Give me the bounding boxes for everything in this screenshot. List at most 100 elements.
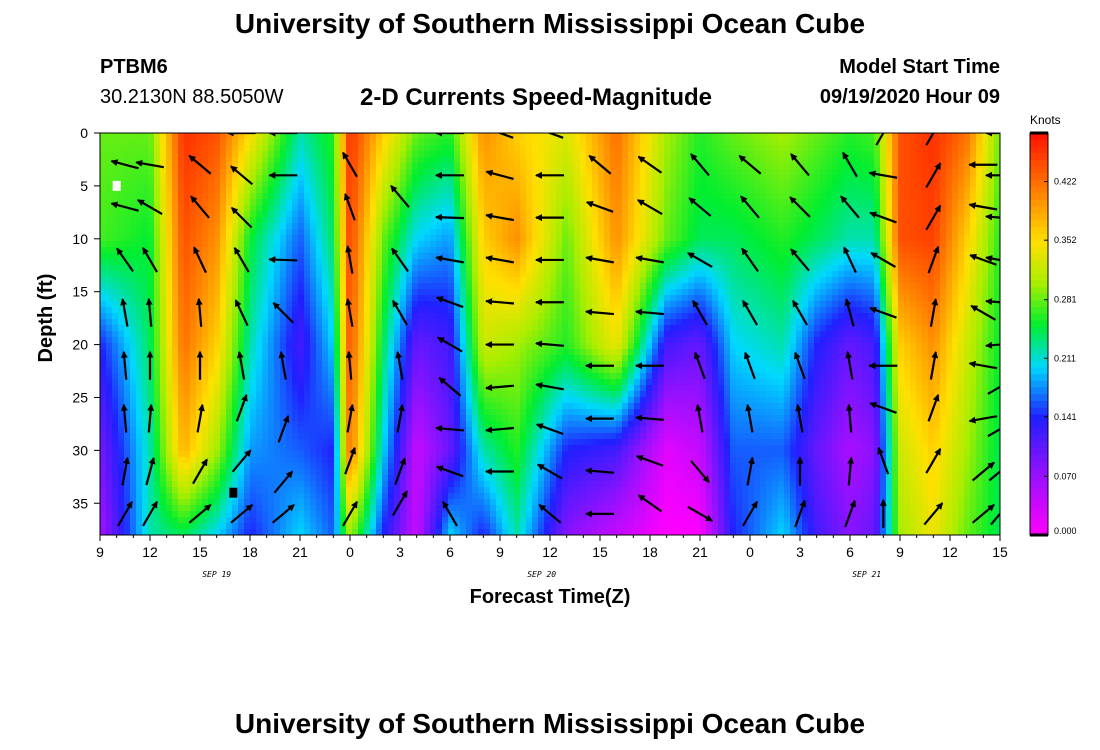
heatmap-cell	[184, 397, 191, 404]
heatmap-cell	[274, 229, 281, 236]
heatmap-cell	[352, 325, 359, 332]
heatmap-cell	[130, 229, 137, 236]
heatmap-cell	[160, 307, 167, 314]
heatmap-cell	[430, 457, 437, 464]
heatmap-cell	[310, 445, 317, 452]
heatmap-cell	[532, 193, 539, 200]
heatmap-cell	[262, 235, 269, 242]
heatmap-cell	[262, 343, 269, 350]
heatmap-cell	[364, 355, 371, 362]
heatmap-cell	[490, 307, 497, 314]
heatmap-cell	[322, 355, 329, 362]
heatmap-cell	[346, 283, 353, 290]
heatmap-cell	[520, 133, 527, 140]
heatmap-cell	[166, 349, 173, 356]
heatmap-cell	[226, 487, 233, 494]
heatmap-cell	[196, 151, 203, 158]
heatmap-cell	[148, 439, 155, 446]
heatmap-cell	[214, 283, 221, 290]
heatmap-cell	[472, 133, 479, 140]
heatmap-cell	[298, 505, 305, 512]
heatmap-cell	[346, 289, 353, 296]
heatmap-cell	[502, 253, 509, 260]
heatmap-cell	[454, 169, 461, 176]
heatmap-cell	[106, 307, 113, 314]
heatmap-cell	[340, 397, 347, 404]
heatmap-cell	[262, 325, 269, 332]
heatmap-cell	[226, 253, 233, 260]
heatmap-cell	[118, 427, 125, 434]
heatmap-cell	[286, 235, 293, 242]
heatmap-cell	[208, 205, 215, 212]
heatmap-cell	[460, 265, 467, 272]
heatmap-cell	[220, 325, 227, 332]
heatmap-cell	[400, 445, 407, 452]
heatmap-cell	[184, 385, 191, 392]
heatmap-cell	[346, 445, 353, 452]
heatmap-cell	[544, 157, 551, 164]
heatmap-cell	[316, 361, 323, 368]
heatmap-cell	[502, 385, 509, 392]
heatmap-cell	[142, 241, 149, 248]
heatmap-cell	[490, 415, 497, 422]
heatmap-cell	[178, 313, 185, 320]
heatmap-cell	[292, 337, 299, 344]
heatmap-cell	[322, 169, 329, 176]
heatmap-cell	[244, 469, 251, 476]
heatmap-cell	[430, 451, 437, 458]
heatmap-cell	[358, 463, 365, 470]
heatmap-cell	[544, 313, 551, 320]
heatmap-cell	[418, 505, 425, 512]
heatmap-cell	[106, 493, 113, 500]
heatmap-cell	[448, 259, 455, 266]
heatmap-cell	[250, 283, 257, 290]
heatmap-cell	[334, 337, 341, 344]
heatmap-cell	[184, 163, 191, 170]
heatmap-cell	[124, 277, 131, 284]
heatmap-cell	[376, 217, 383, 224]
heatmap-cell	[484, 451, 491, 458]
heatmap-cell	[334, 313, 341, 320]
heatmap-cell	[466, 223, 473, 230]
heatmap-cell	[178, 433, 185, 440]
heatmap-cell	[310, 385, 317, 392]
heatmap-cell	[274, 253, 281, 260]
heatmap-cell	[376, 199, 383, 206]
heatmap-cell	[508, 169, 515, 176]
heatmap-cell	[166, 427, 173, 434]
heatmap-cell	[142, 343, 149, 350]
heatmap-cell	[460, 451, 467, 458]
heatmap-cell	[142, 319, 149, 326]
heatmap-cell	[184, 145, 191, 152]
heatmap-cell	[124, 169, 131, 176]
heatmap-cell	[280, 199, 287, 206]
heatmap-cell	[340, 499, 347, 506]
heatmap-cell	[172, 487, 179, 494]
heatmap-cell	[178, 481, 185, 488]
heatmap-cell	[382, 283, 389, 290]
heatmap-cell	[172, 529, 179, 535]
heatmap-cell	[418, 217, 425, 224]
heatmap-cell	[274, 415, 281, 422]
heatmap-cell	[256, 379, 263, 386]
heatmap-cell	[412, 271, 419, 278]
heatmap-cell	[310, 223, 317, 230]
heatmap-cell	[334, 139, 341, 146]
heatmap-cell	[136, 529, 143, 535]
heatmap-cell	[448, 193, 455, 200]
heatmap-cell	[268, 289, 275, 296]
heatmap-cell	[496, 379, 503, 386]
heatmap-cell	[412, 481, 419, 488]
heatmap-cell	[394, 295, 401, 302]
heatmap-cell	[370, 445, 377, 452]
heatmap-cell	[166, 193, 173, 200]
heatmap-cell	[322, 211, 329, 218]
heatmap-cell	[292, 295, 299, 302]
heatmap-cell	[202, 163, 209, 170]
heatmap-cell	[196, 283, 203, 290]
heatmap-cell	[370, 379, 377, 386]
heatmap-cell	[418, 307, 425, 314]
heatmap-cell	[490, 145, 497, 152]
heatmap-cell	[448, 517, 455, 524]
heatmap-cell	[256, 247, 263, 254]
